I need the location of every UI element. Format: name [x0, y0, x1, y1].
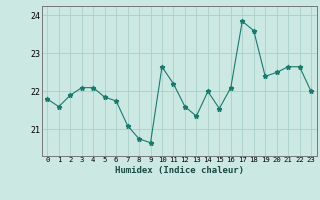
- X-axis label: Humidex (Indice chaleur): Humidex (Indice chaleur): [115, 166, 244, 175]
